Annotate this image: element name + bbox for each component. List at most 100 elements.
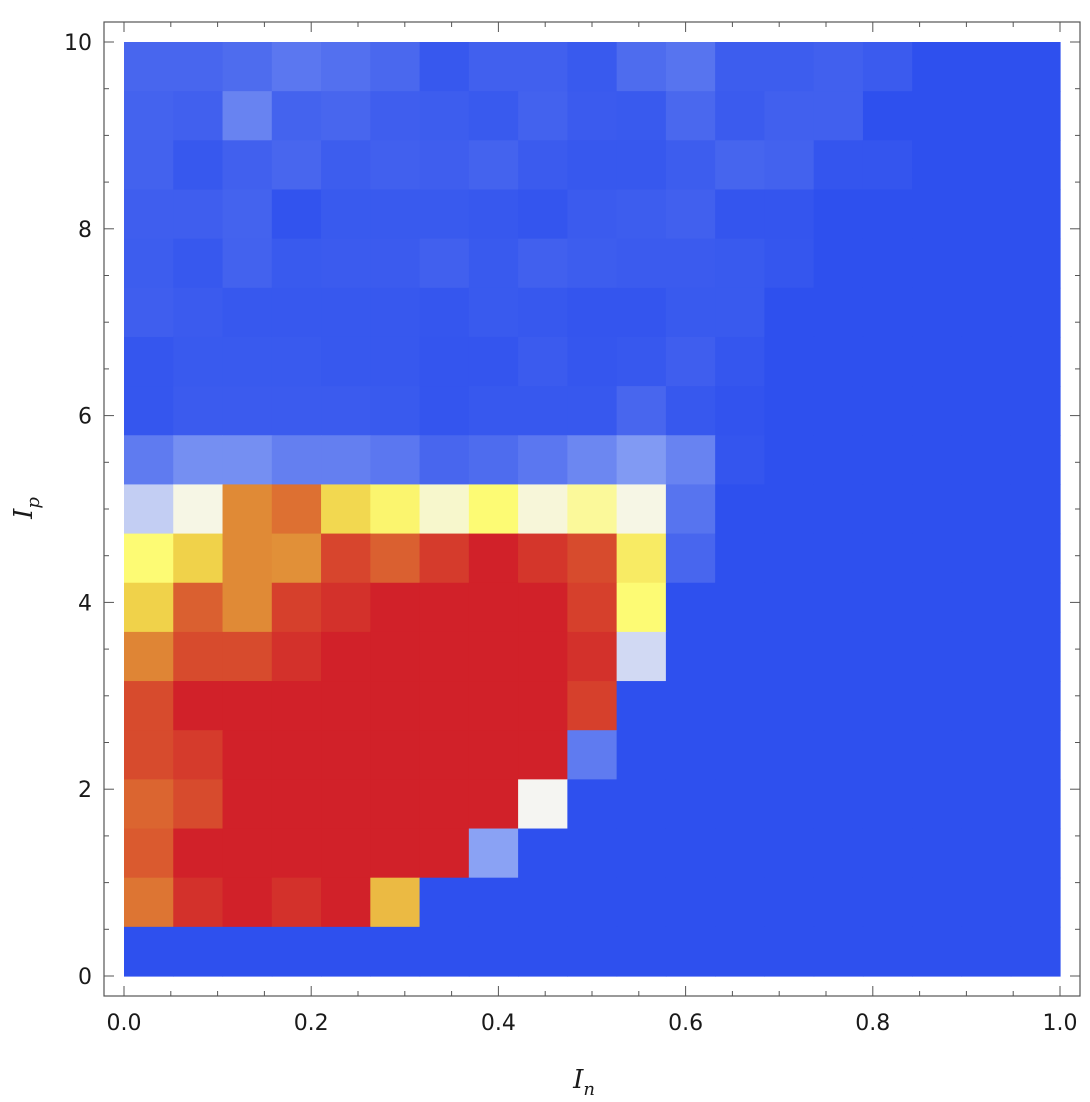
- heatmap-cell: [764, 582, 815, 633]
- heatmap-cell: [419, 484, 470, 535]
- heatmap-cell: [961, 582, 1012, 633]
- heatmap-cell: [764, 877, 815, 928]
- heatmap-cell: [764, 681, 815, 731]
- heatmap-cell: [567, 287, 618, 338]
- y-tick-label: 4: [78, 591, 92, 616]
- heatmap-cell: [124, 435, 174, 486]
- heatmap-cell: [124, 681, 174, 731]
- x-tick-label: 0.8: [855, 1011, 890, 1036]
- heatmap-cell: [912, 926, 963, 977]
- heatmap-cell: [321, 336, 371, 387]
- heatmap-cell: [665, 336, 716, 387]
- heatmap-cell: [616, 189, 667, 240]
- heatmap-cell: [1010, 681, 1061, 731]
- heatmap-cell: [222, 631, 273, 682]
- heatmap-cell: [370, 91, 421, 141]
- heatmap-cell: [665, 42, 716, 92]
- heatmap-cell: [567, 533, 618, 584]
- heatmap-cell: [862, 91, 913, 141]
- heatmap-cell: [271, 336, 322, 387]
- heatmap-cell: [764, 533, 815, 584]
- heatmap-cell: [715, 828, 766, 879]
- heatmap-cell: [616, 435, 667, 486]
- heatmap-cell: [271, 582, 322, 633]
- heatmap-cell: [715, 533, 766, 584]
- heatmap-cell: [124, 582, 174, 633]
- heatmap-cell: [961, 287, 1012, 338]
- heatmap-cell: [567, 336, 618, 387]
- heatmap-cell: [321, 91, 371, 141]
- heatmap-cell: [862, 287, 913, 338]
- heatmap-cell: [222, 533, 273, 584]
- heatmap-cell: [321, 189, 371, 240]
- heatmap-cell: [665, 828, 716, 879]
- heatmap-cell: [961, 238, 1012, 289]
- heatmap-cell: [370, 140, 421, 191]
- heatmap-cell: [419, 730, 470, 780]
- heatmap-cell: [419, 631, 470, 682]
- heatmap-cell: [222, 681, 273, 731]
- heatmap-cell: [222, 287, 273, 338]
- heatmap-cell: [321, 877, 371, 928]
- heatmap-cell: [321, 631, 371, 682]
- heatmap-cell: [468, 681, 519, 731]
- heatmap-cell: [567, 631, 618, 682]
- heatmap-cell: [961, 484, 1012, 535]
- heatmap-cell: [665, 877, 716, 928]
- heatmap-cell: [616, 730, 667, 780]
- heatmap-cell: [616, 926, 667, 977]
- heatmap-cell: [419, 336, 470, 387]
- heatmap-cell: [468, 533, 519, 584]
- heatmap-cell: [665, 533, 716, 584]
- heatmap-cell: [715, 140, 766, 191]
- x-tick-label: 0.6: [668, 1011, 703, 1036]
- heatmap-cell: [173, 926, 224, 977]
- heatmap-cell: [813, 681, 864, 731]
- heatmap-cell: [961, 828, 1012, 879]
- heatmap-cell: [419, 189, 470, 240]
- heatmap-cell: [764, 238, 815, 289]
- heatmap-cell: [764, 828, 815, 879]
- heatmap-cell: [124, 533, 174, 584]
- heatmap-cell: [616, 336, 667, 387]
- heatmap-cell: [468, 91, 519, 141]
- heatmap-cell: [124, 91, 174, 141]
- heatmap-cell: [321, 533, 371, 584]
- heatmap-cell: [518, 582, 568, 633]
- heatmap-cell: [518, 42, 568, 92]
- heatmap-cell: [862, 42, 913, 92]
- heatmap-cell: [665, 189, 716, 240]
- heatmap-cell: [665, 779, 716, 830]
- heatmap-cell: [173, 140, 224, 191]
- heatmap-cell: [764, 336, 815, 387]
- heatmap-cell: [271, 42, 322, 92]
- heatmap-cell: [862, 189, 913, 240]
- heatmap-cell: [1010, 91, 1061, 141]
- heatmap-cell: [173, 681, 224, 731]
- heatmap-cell: [271, 435, 322, 486]
- heatmap-cell: [665, 91, 716, 141]
- heatmap-cell: [715, 42, 766, 92]
- heatmap-cell: [912, 484, 963, 535]
- heatmap-cell: [764, 42, 815, 92]
- heatmap-cell: [370, 189, 421, 240]
- heatmap-cell: [370, 386, 421, 436]
- heatmap-cell: [567, 582, 618, 633]
- heatmap-cell: [961, 189, 1012, 240]
- heatmap-cell: [567, 877, 618, 928]
- heatmap-cell: [567, 681, 618, 731]
- heatmap-cell: [813, 484, 864, 535]
- heatmap-cell: [862, 730, 913, 780]
- heatmap-cell: [271, 877, 322, 928]
- heatmap-cell: [764, 140, 815, 191]
- heatmap-cell: [124, 877, 174, 928]
- heatmap-cell: [665, 238, 716, 289]
- heatmap-cell: [1010, 926, 1061, 977]
- heatmap-cell: [271, 681, 322, 731]
- heatmap-cell: [912, 631, 963, 682]
- heatmap-cell: [567, 484, 618, 535]
- heatmap-cell: [124, 828, 174, 879]
- heatmap-cell: [616, 42, 667, 92]
- heatmap-cell: [1010, 730, 1061, 780]
- heatmap-cell: [961, 681, 1012, 731]
